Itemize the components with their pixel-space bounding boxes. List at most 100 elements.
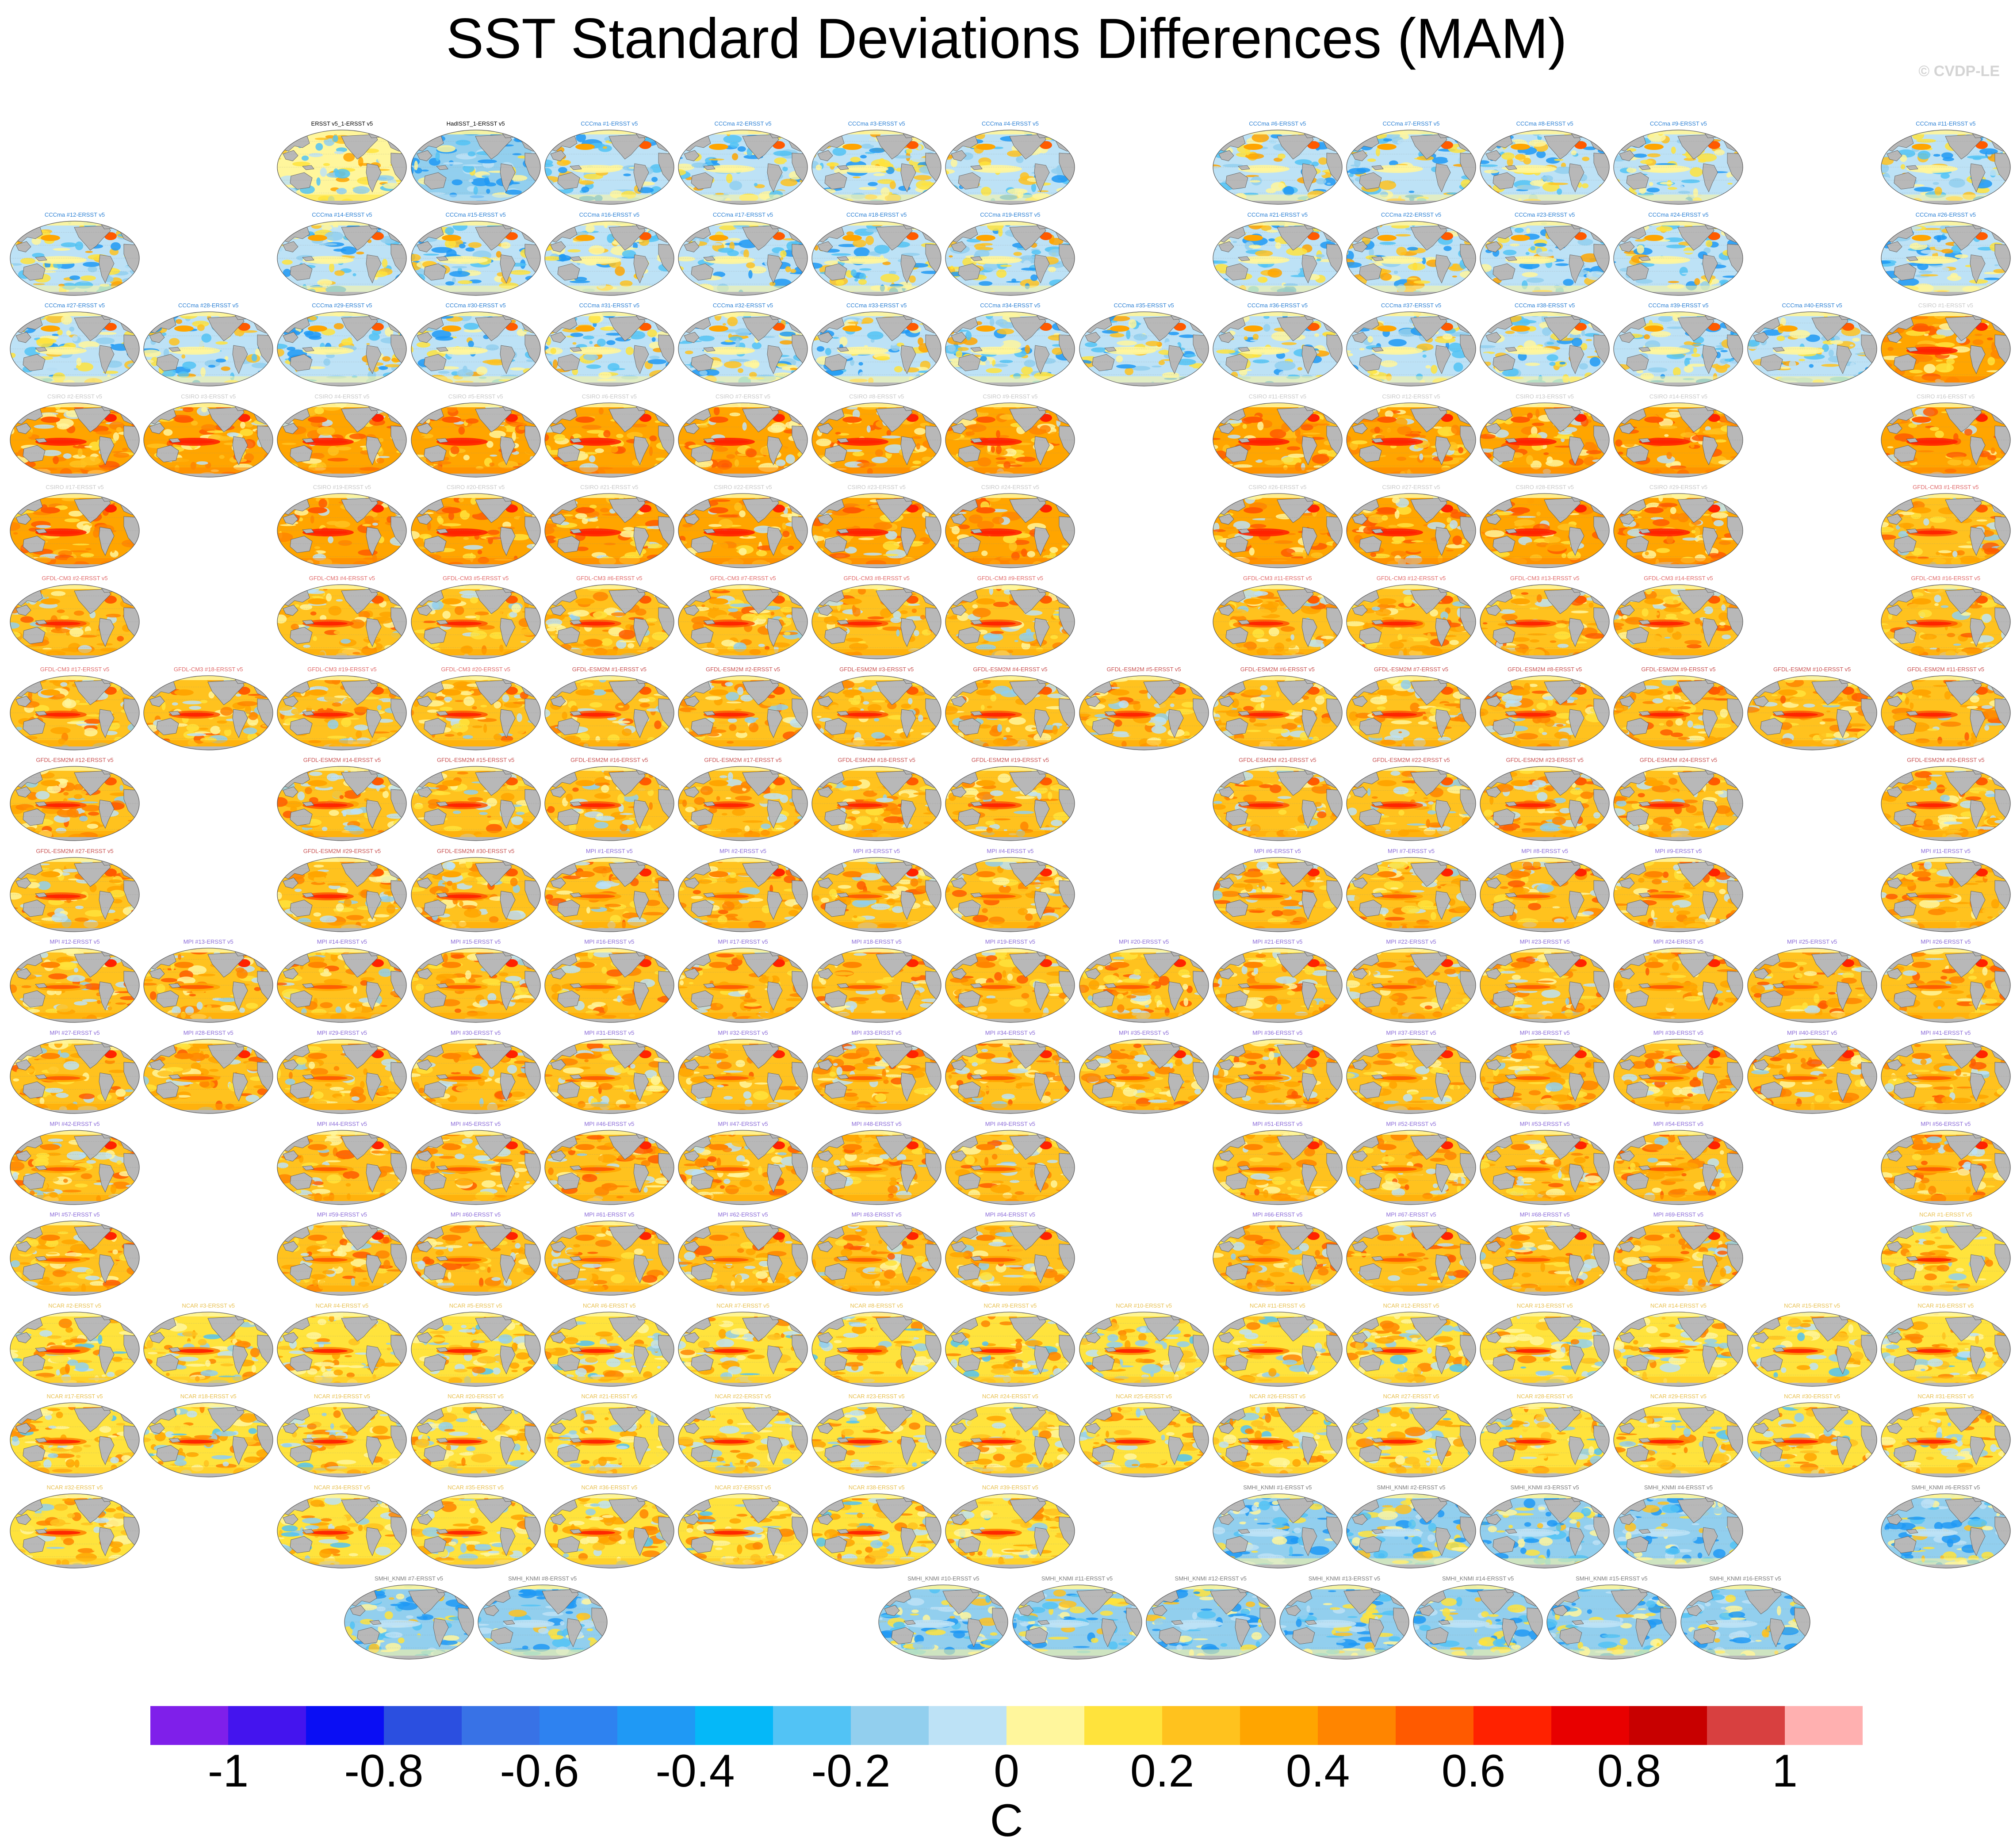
map-panel: CSIRO #24-ERSST v5 xyxy=(943,483,1077,570)
sst-map xyxy=(277,493,407,568)
map-panel-title: MPI #67-ERSST v5 xyxy=(1331,1210,1491,1219)
sst-map xyxy=(1213,948,1343,1023)
sst-map xyxy=(1346,220,1476,296)
sst-map xyxy=(678,675,808,750)
map-panel-title: MPI #53-ERSST v5 xyxy=(1465,1120,1625,1129)
sst-map xyxy=(678,1493,808,1569)
map-panel: SMHI_KNMI #3-ERSST v5 xyxy=(1478,1483,1611,1570)
map-panel: CSIRO #5-ERSST v5 xyxy=(409,392,543,479)
sst-map xyxy=(410,220,541,296)
map-panel-title: HadISST_1-ERSST v5 xyxy=(396,119,556,128)
map-panel: MPI #25-ERSST v5 xyxy=(1745,937,1879,1024)
map-panel: NCAR #5-ERSST v5 xyxy=(409,1301,543,1388)
map-panel: GFDL-CM3 #5-ERSST v5 xyxy=(409,574,543,661)
map-panel-title: MPI #37-ERSST v5 xyxy=(1331,1029,1491,1037)
map-panel: NCAR #31-ERSST v5 xyxy=(1879,1392,2013,1479)
sst-map xyxy=(410,857,541,932)
sst-map xyxy=(478,1584,608,1660)
map-panel-title: SMHI_KNMI #10-ERSST v5 xyxy=(863,1574,1023,1583)
sst-map xyxy=(544,766,674,841)
map-panel-title: GFDL-CM3 #8-ERSST v5 xyxy=(796,574,957,583)
sst-map xyxy=(277,1129,407,1205)
map-panel-title: CCCma #30-ERSST v5 xyxy=(396,301,556,310)
map-panel: ERSST v5_1-ERSST v5 xyxy=(275,119,409,206)
map-panel: MPI #51-ERSST v5 xyxy=(1211,1120,1344,1206)
map-panel: MPI #9-ERSST v5 xyxy=(1611,847,1745,934)
map-panel: GFDL-ESM2M #6-ERSST v5 xyxy=(1211,665,1344,752)
map-panel-title: CCCma #2-ERSST v5 xyxy=(663,119,823,128)
sst-map xyxy=(410,675,541,750)
map-panel: CSIRO #26-ERSST v5 xyxy=(1211,483,1344,570)
sst-map xyxy=(544,1039,674,1114)
sst-map xyxy=(1346,402,1476,478)
sst-map xyxy=(1346,1039,1476,1114)
sst-map xyxy=(945,130,1075,205)
map-panel-title: CCCma #39-ERSST v5 xyxy=(1598,301,1758,310)
colorbar-box xyxy=(1551,1706,1630,1745)
sst-map xyxy=(1613,1221,1743,1296)
map-panel-title: CSIRO #19-ERSST v5 xyxy=(262,483,422,492)
sst-map xyxy=(1346,1493,1476,1569)
map-panel: GFDL-CM3 #8-ERSST v5 xyxy=(810,574,943,661)
sst-map xyxy=(678,402,808,478)
map-panel: CCCma #12-ERSST v5 xyxy=(8,210,142,297)
colorbar-box xyxy=(228,1706,306,1745)
map-panel-title: NCAR #28-ERSST v5 xyxy=(1465,1392,1625,1401)
map-panel-title: CSIRO #1-ERSST v5 xyxy=(1866,301,2013,310)
map-panel: MPI #36-ERSST v5 xyxy=(1211,1029,1344,1115)
sst-map xyxy=(277,130,407,205)
map-panel: GFDL-CM3 #12-ERSST v5 xyxy=(1344,574,1478,661)
sst-map xyxy=(1613,766,1743,841)
map-panel-title: CSIRO #26-ERSST v5 xyxy=(1198,483,1358,492)
map-panel: CCCma #39-ERSST v5 xyxy=(1611,301,1745,388)
sst-map xyxy=(945,220,1075,296)
map-panel-title: MPI #44-ERSST v5 xyxy=(262,1120,422,1129)
map-panel: GFDL-ESM2M #23-ERSST v5 xyxy=(1478,756,1611,842)
map-panel-title: MPI #23-ERSST v5 xyxy=(1465,937,1625,946)
map-panel: GFDL-CM3 #19-ERSST v5 xyxy=(275,665,409,752)
sst-map xyxy=(811,220,941,296)
colorbar-box xyxy=(1006,1706,1085,1745)
sst-map xyxy=(10,1493,140,1569)
map-panel: NCAR #38-ERSST v5 xyxy=(810,1483,943,1570)
sst-map xyxy=(1346,1402,1476,1477)
map-panel: GFDL-ESM2M #26-ERSST v5 xyxy=(1879,756,2013,842)
map-panel: NCAR #15-ERSST v5 xyxy=(1745,1301,1879,1388)
map-panel: CCCma #8-ERSST v5 xyxy=(1478,119,1611,206)
map-panel: CSIRO #16-ERSST v5 xyxy=(1879,392,2013,479)
map-panel: MPI #59-ERSST v5 xyxy=(275,1210,409,1297)
colorbar-box xyxy=(773,1706,851,1745)
map-panel-title: GFDL-ESM2M #7-ERSST v5 xyxy=(1331,665,1491,674)
map-panel-title: CCCma #19-ERSST v5 xyxy=(930,210,1090,219)
map-panel-title: MPI #14-ERSST v5 xyxy=(262,937,422,946)
map-panel-title: NCAR #3-ERSST v5 xyxy=(128,1301,288,1310)
map-panel: GFDL-ESM2M #1-ERSST v5 xyxy=(543,665,676,752)
map-panel: NCAR #10-ERSST v5 xyxy=(1077,1301,1211,1388)
map-panel-title: GFDL-ESM2M #12-ERSST v5 xyxy=(0,756,155,765)
sst-map xyxy=(811,1402,941,1477)
map-panel-title: GFDL-CM3 #17-ERSST v5 xyxy=(0,665,155,674)
map-panel-title: MPI #38-ERSST v5 xyxy=(1465,1029,1625,1037)
map-panel: CCCma #38-ERSST v5 xyxy=(1478,301,1611,388)
map-panel: CCCma #31-ERSST v5 xyxy=(543,301,676,388)
map-panel: CSIRO #17-ERSST v5 xyxy=(8,483,142,570)
map-panel-title: GFDL-CM3 #18-ERSST v5 xyxy=(128,665,288,674)
map-panel-title: CSIRO #8-ERSST v5 xyxy=(796,392,957,401)
colorbar-box xyxy=(306,1706,384,1745)
map-panel: MPI #16-ERSST v5 xyxy=(543,937,676,1024)
map-panel: GFDL-ESM2M #3-ERSST v5 xyxy=(810,665,943,752)
sst-map xyxy=(1881,493,2011,568)
sst-map xyxy=(1346,1221,1476,1296)
sst-map xyxy=(277,766,407,841)
map-panel-title: NCAR #24-ERSST v5 xyxy=(930,1392,1090,1401)
map-panel: CCCma #7-ERSST v5 xyxy=(1344,119,1478,206)
colorbar-box xyxy=(1240,1706,1318,1745)
map-panel: GFDL-ESM2M #5-ERSST v5 xyxy=(1077,665,1211,752)
map-panel-title: GFDL-CM3 #13-ERSST v5 xyxy=(1465,574,1625,583)
map-panel-title: CSIRO #24-ERSST v5 xyxy=(930,483,1090,492)
map-panel: NCAR #27-ERSST v5 xyxy=(1344,1392,1478,1479)
map-panel-title: NCAR #31-ERSST v5 xyxy=(1866,1392,2013,1401)
sst-map xyxy=(1881,857,2011,932)
map-panel-title: NCAR #15-ERSST v5 xyxy=(1732,1301,1892,1310)
colorbar-tick-label: -0.6 xyxy=(500,1745,579,1798)
